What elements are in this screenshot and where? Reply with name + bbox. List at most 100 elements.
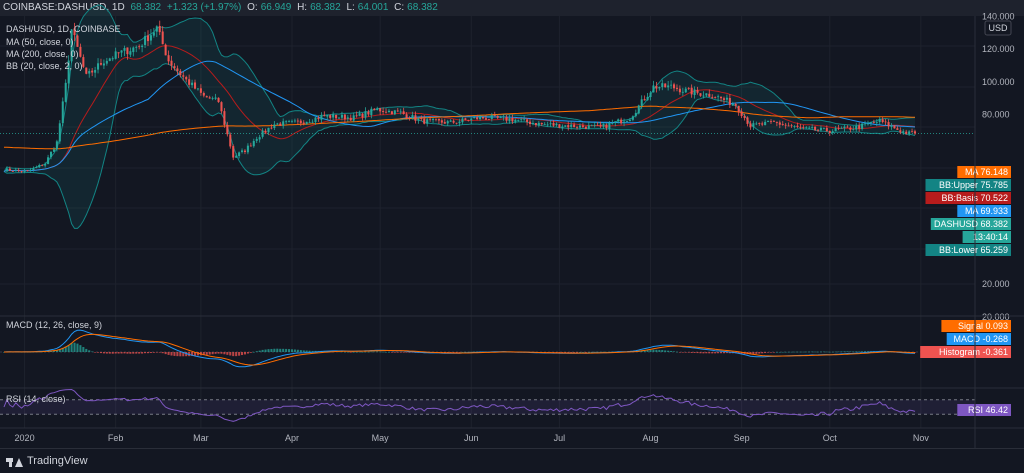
macd-histogram-bar <box>649 349 652 352</box>
macd-histogram-bar <box>243 352 247 355</box>
macd-histogram-bar <box>646 350 649 352</box>
macd-histogram-bar <box>584 352 587 353</box>
candle-body <box>332 114 335 118</box>
symbol-title[interactable]: COINBASE:DASHUSD, 1D <box>3 2 125 13</box>
time-axis-label: Oct <box>823 433 838 443</box>
candle-body <box>699 93 702 96</box>
candle-body <box>123 48 126 51</box>
candle-body <box>364 111 367 118</box>
macd-histogram-bar <box>825 351 828 353</box>
candle-body <box>514 119 517 122</box>
macd-histogram-bar <box>132 352 135 354</box>
macd-histogram-bar <box>593 351 596 353</box>
macd-histogram-bar <box>114 352 117 354</box>
candle-body <box>693 89 696 95</box>
macd-histogram-bar <box>408 352 411 353</box>
legend-ma200[interactable]: MA (200, close, 0) <box>6 49 79 59</box>
macd-histogram-bar <box>581 351 584 353</box>
candle-body <box>446 121 449 124</box>
candle-body <box>314 117 317 123</box>
candle-body <box>696 90 699 93</box>
candle-body <box>355 115 358 117</box>
high-label: H: <box>297 2 308 13</box>
candle-body <box>343 114 346 120</box>
candle-body <box>458 121 461 124</box>
macd-histogram-bar <box>452 352 455 353</box>
macd-histogram-bar <box>111 352 114 354</box>
macd-histogram-bar <box>276 348 279 352</box>
legend-ma50[interactable]: MA (50, close, 0) <box>6 37 74 47</box>
candle-body <box>396 110 399 112</box>
candle-body <box>290 120 294 122</box>
candle-body <box>76 35 79 47</box>
macd-histogram-bar <box>655 349 658 352</box>
legend-rsi[interactable]: RSI (14, close) <box>6 394 66 404</box>
legend-title: DASH/USD, 1D, COINBASE <box>6 24 121 34</box>
macd-histogram-bar <box>123 352 126 354</box>
tradingview-logo[interactable]: TradingView <box>6 455 88 467</box>
candle-body <box>102 63 105 66</box>
legend-macd[interactable]: MACD (12, 26, close, 9) <box>6 320 102 330</box>
candle-body <box>267 127 270 133</box>
candle-body <box>108 58 111 61</box>
candle-body <box>649 92 652 98</box>
candle-body <box>816 129 820 131</box>
candle-body <box>658 87 661 89</box>
candle-body <box>373 108 376 111</box>
candle-body <box>552 123 555 126</box>
low-label: L: <box>346 2 355 13</box>
candle-body <box>49 151 53 158</box>
candle-body <box>390 111 393 115</box>
legend-bb[interactable]: BB (20, close, 2, 0) <box>6 61 83 71</box>
macd-histogram-bar <box>843 351 846 352</box>
candle-body <box>661 83 664 88</box>
macd-histogram-bar <box>73 342 76 352</box>
candle-body <box>270 127 273 129</box>
macd-histogram-bar <box>555 352 558 353</box>
candle-body <box>149 35 152 41</box>
price-chart[interactable]: 140.000 120.000 100.000 80.000 20.000 20.000 2… <box>0 0 1024 448</box>
candle-body <box>367 111 370 115</box>
macd-histogram-bar <box>149 352 152 353</box>
candle-body <box>452 120 455 123</box>
candle-body <box>684 88 687 93</box>
candle-body <box>672 84 676 89</box>
candle-body <box>611 123 614 124</box>
macd-histogram-bar <box>352 351 355 353</box>
time-axis-label: Jul <box>554 433 566 443</box>
macd-histogram-bar <box>55 350 58 352</box>
candle-body <box>111 58 114 60</box>
macd-histogram-bar <box>205 352 208 355</box>
candle-body <box>214 97 217 99</box>
candle-body <box>288 121 291 122</box>
price-tick-label: 140.000 <box>982 12 1015 22</box>
macd-tick-label: 20.000 <box>982 312 1010 322</box>
currency-button[interactable] <box>984 20 1012 36</box>
candle-body <box>667 85 670 88</box>
macd-histogram-bar <box>120 352 123 354</box>
macd-histogram-bar <box>399 352 402 353</box>
macd-histogram-bar <box>343 351 346 353</box>
candle-body <box>849 127 852 130</box>
macd-histogram-bar <box>796 351 799 353</box>
candle-body <box>861 123 864 129</box>
macd-histogram-bar <box>235 352 238 357</box>
macd-histogram-bar <box>769 352 773 353</box>
rsi-line <box>3 388 916 422</box>
candle-body <box>167 55 170 62</box>
macd-histogram-bar <box>675 351 678 353</box>
macd-histogram-bar <box>146 352 150 354</box>
macd-histogram-bar <box>290 349 294 352</box>
macd-histogram-bar <box>658 349 661 352</box>
price-tick-label: 120.000 <box>982 44 1015 54</box>
candle-body <box>196 88 199 90</box>
macd-histogram-bar <box>740 352 743 354</box>
candle-body <box>564 125 567 127</box>
candle-body <box>725 97 728 100</box>
candle-body <box>470 118 473 121</box>
macd-histogram-bar <box>728 352 731 354</box>
candle-body <box>614 121 617 123</box>
macd-histogram-bar <box>567 352 570 353</box>
candle-body <box>467 119 470 121</box>
candle-body <box>120 50 123 53</box>
